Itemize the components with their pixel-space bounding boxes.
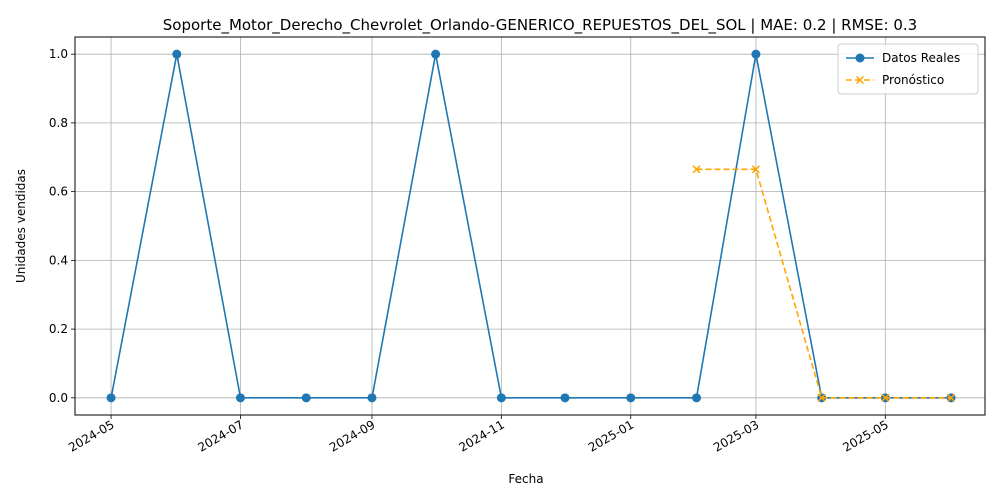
x-tick-label: 2024-05 bbox=[66, 417, 116, 454]
x-axis-label: Fecha bbox=[508, 472, 543, 486]
legend-marker bbox=[855, 75, 865, 85]
data-point bbox=[496, 393, 506, 403]
data-point bbox=[692, 393, 702, 403]
y-tick-label: 0.0 bbox=[49, 391, 68, 405]
legend-box bbox=[837, 43, 979, 95]
x-marker-stroke bbox=[751, 165, 760, 174]
plot-series bbox=[106, 49, 956, 403]
forecast-point bbox=[817, 393, 826, 402]
y-tick-label: 0.4 bbox=[49, 253, 68, 267]
series-line-0 bbox=[110, 54, 952, 399]
series-line-1 bbox=[696, 168, 952, 399]
y-tick-label: 0.2 bbox=[49, 322, 68, 336]
forecast-point bbox=[947, 393, 956, 402]
data-point bbox=[751, 49, 761, 59]
data-point bbox=[560, 393, 570, 403]
grid bbox=[75, 37, 985, 415]
y-tick-label: 0.8 bbox=[49, 116, 68, 130]
x-marker-stroke bbox=[692, 165, 701, 174]
data-point bbox=[626, 393, 636, 403]
chart-title: Soporte_Motor_Derecho_Chevrolet_Orlando-… bbox=[163, 16, 917, 35]
x-marker-stroke bbox=[947, 393, 956, 402]
data-point bbox=[367, 393, 377, 403]
axis-ticks: 0.0 0.2 0.4 0.6 0.8 1.0 2024-05 2024-07 2024-09 2… bbox=[49, 47, 891, 454]
forecast-point bbox=[881, 393, 890, 402]
legend-label: Datos Reales bbox=[882, 51, 960, 65]
legend: Datos Reales Pronóstico bbox=[837, 43, 979, 95]
plot-frame bbox=[74, 36, 986, 416]
x-tick-label: 2024-09 bbox=[327, 417, 377, 454]
x-marker-stroke bbox=[881, 393, 890, 402]
data-point bbox=[172, 49, 182, 59]
data-point bbox=[235, 393, 245, 403]
x-marker-stroke bbox=[817, 393, 826, 402]
data-point bbox=[431, 49, 441, 59]
x-tick-label: 2025-05 bbox=[840, 417, 890, 454]
x-tick-label: 2025-01 bbox=[586, 417, 636, 454]
x-tick-label: 2024-07 bbox=[196, 417, 246, 454]
forecast-point bbox=[751, 165, 760, 174]
data-point bbox=[301, 393, 311, 403]
x-tick-label: 2024-11 bbox=[456, 417, 506, 454]
legend-label: Pronóstico bbox=[882, 73, 944, 87]
x-tick-label: 2025-03 bbox=[711, 417, 761, 454]
y-tick-label: 1.0 bbox=[49, 47, 68, 61]
forecast-point bbox=[692, 165, 701, 174]
y-tick-label: 0.6 bbox=[49, 185, 68, 199]
legend-marker bbox=[855, 53, 865, 63]
y-axis-label: Unidades vendidas bbox=[14, 169, 28, 283]
data-point bbox=[106, 393, 116, 403]
